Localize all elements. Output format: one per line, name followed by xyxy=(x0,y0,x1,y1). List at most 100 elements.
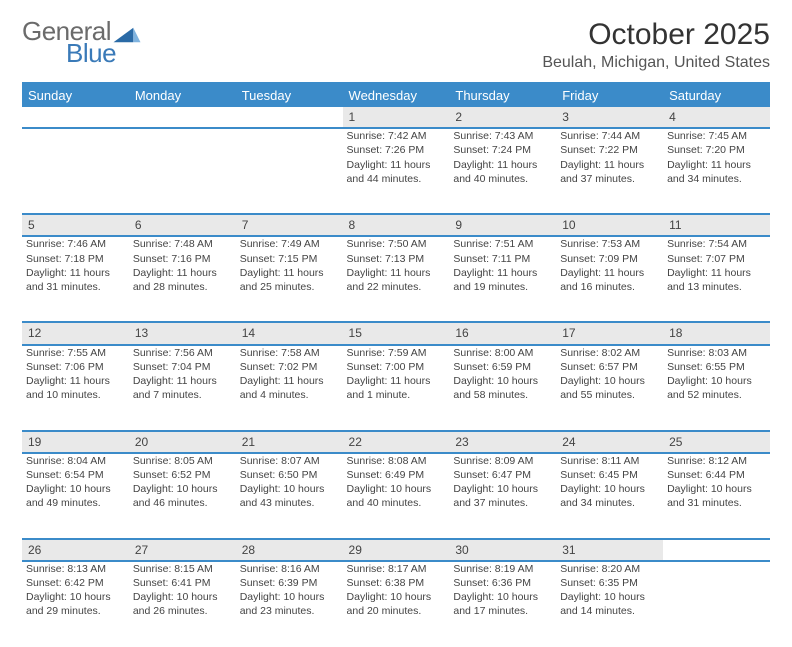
daylight-line-1: Daylight: 11 hours xyxy=(453,266,552,280)
daylight-line-1: Daylight: 11 hours xyxy=(240,374,339,388)
day-number: 25 xyxy=(663,431,770,453)
calendar-table: SundayMondayTuesdayWednesdayThursdayFrid… xyxy=(22,82,770,647)
day-content-row: Sunrise: 8:13 AMSunset: 6:42 PMDaylight:… xyxy=(22,561,770,647)
day-number-empty xyxy=(663,539,770,561)
day-number: 21 xyxy=(236,431,343,453)
weekday-header: Tuesday xyxy=(236,83,343,107)
daylight-line-1: Daylight: 10 hours xyxy=(453,482,552,496)
day-cell: Sunrise: 8:20 AMSunset: 6:35 PMDaylight:… xyxy=(556,561,663,647)
sunrise-line: Sunrise: 8:08 AM xyxy=(347,454,446,468)
sunset-line: Sunset: 7:18 PM xyxy=(26,252,125,266)
day-number: 8 xyxy=(343,214,450,236)
day-number-empty xyxy=(22,107,129,128)
day-content-row: Sunrise: 7:55 AMSunset: 7:06 PMDaylight:… xyxy=(22,345,770,431)
daylight-line-1: Daylight: 11 hours xyxy=(133,374,232,388)
day-cell: Sunrise: 8:17 AMSunset: 6:38 PMDaylight:… xyxy=(343,561,450,647)
sunrise-line: Sunrise: 8:13 AM xyxy=(26,562,125,576)
day-cell: Sunrise: 7:45 AMSunset: 7:20 PMDaylight:… xyxy=(663,128,770,214)
weekday-header: Sunday xyxy=(22,83,129,107)
day-number: 23 xyxy=(449,431,556,453)
sunset-line: Sunset: 7:04 PM xyxy=(133,360,232,374)
sunset-line: Sunset: 6:54 PM xyxy=(26,468,125,482)
day-cell-empty xyxy=(236,128,343,214)
sunset-line: Sunset: 6:35 PM xyxy=(560,576,659,590)
day-number: 7 xyxy=(236,214,343,236)
daylight-line-2: and 58 minutes. xyxy=(453,388,552,402)
daylight-line-1: Daylight: 10 hours xyxy=(26,590,125,604)
sunset-line: Sunset: 6:49 PM xyxy=(347,468,446,482)
sunset-line: Sunset: 7:00 PM xyxy=(347,360,446,374)
day-number-row: 19202122232425 xyxy=(22,431,770,453)
sunset-line: Sunset: 6:45 PM xyxy=(560,468,659,482)
day-cell: Sunrise: 8:02 AMSunset: 6:57 PMDaylight:… xyxy=(556,345,663,431)
sunset-line: Sunset: 7:20 PM xyxy=(667,143,766,157)
day-number: 27 xyxy=(129,539,236,561)
day-cell: Sunrise: 7:55 AMSunset: 7:06 PMDaylight:… xyxy=(22,345,129,431)
day-cell: Sunrise: 7:49 AMSunset: 7:15 PMDaylight:… xyxy=(236,236,343,322)
day-number: 17 xyxy=(556,322,663,344)
daylight-line-2: and 4 minutes. xyxy=(240,388,339,402)
sunset-line: Sunset: 6:52 PM xyxy=(133,468,232,482)
day-cell: Sunrise: 8:08 AMSunset: 6:49 PMDaylight:… xyxy=(343,453,450,539)
sunset-line: Sunset: 6:41 PM xyxy=(133,576,232,590)
day-number: 16 xyxy=(449,322,556,344)
daylight-line-1: Daylight: 10 hours xyxy=(560,590,659,604)
day-number-empty xyxy=(129,107,236,128)
sunrise-line: Sunrise: 7:49 AM xyxy=(240,237,339,251)
daylight-line-2: and 34 minutes. xyxy=(667,172,766,186)
logo-text-blue: Blue xyxy=(66,40,141,66)
daylight-line-1: Daylight: 11 hours xyxy=(26,266,125,280)
sunset-line: Sunset: 6:39 PM xyxy=(240,576,339,590)
day-cell: Sunrise: 7:56 AMSunset: 7:04 PMDaylight:… xyxy=(129,345,236,431)
day-cell: Sunrise: 8:00 AMSunset: 6:59 PMDaylight:… xyxy=(449,345,556,431)
daylight-line-1: Daylight: 10 hours xyxy=(667,374,766,388)
sunrise-line: Sunrise: 7:42 AM xyxy=(347,129,446,143)
daylight-line-1: Daylight: 10 hours xyxy=(453,374,552,388)
daylight-line-1: Daylight: 10 hours xyxy=(347,482,446,496)
sunset-line: Sunset: 7:09 PM xyxy=(560,252,659,266)
day-content-row: Sunrise: 7:46 AMSunset: 7:18 PMDaylight:… xyxy=(22,236,770,322)
day-cell: Sunrise: 7:58 AMSunset: 7:02 PMDaylight:… xyxy=(236,345,343,431)
day-number: 31 xyxy=(556,539,663,561)
sunrise-line: Sunrise: 8:12 AM xyxy=(667,454,766,468)
sunrise-line: Sunrise: 8:03 AM xyxy=(667,346,766,360)
daylight-line-2: and 46 minutes. xyxy=(133,496,232,510)
day-number-row: 12131415161718 xyxy=(22,322,770,344)
sunrise-line: Sunrise: 7:44 AM xyxy=(560,129,659,143)
day-cell: Sunrise: 7:46 AMSunset: 7:18 PMDaylight:… xyxy=(22,236,129,322)
sunrise-line: Sunrise: 8:05 AM xyxy=(133,454,232,468)
weekday-header-row: SundayMondayTuesdayWednesdayThursdayFrid… xyxy=(22,83,770,107)
sunset-line: Sunset: 6:38 PM xyxy=(347,576,446,590)
weekday-header: Saturday xyxy=(663,83,770,107)
daylight-line-2: and 55 minutes. xyxy=(560,388,659,402)
sunset-line: Sunset: 7:15 PM xyxy=(240,252,339,266)
daylight-line-2: and 34 minutes. xyxy=(560,496,659,510)
day-cell: Sunrise: 7:54 AMSunset: 7:07 PMDaylight:… xyxy=(663,236,770,322)
logo: GeneralBlue xyxy=(22,18,141,66)
day-number: 6 xyxy=(129,214,236,236)
title-block: October 2025 Beulah, Michigan, United St… xyxy=(542,18,770,72)
sunset-line: Sunset: 6:59 PM xyxy=(453,360,552,374)
day-cell: Sunrise: 8:16 AMSunset: 6:39 PMDaylight:… xyxy=(236,561,343,647)
day-number: 30 xyxy=(449,539,556,561)
day-number: 15 xyxy=(343,322,450,344)
day-number-row: 1234 xyxy=(22,107,770,128)
sunset-line: Sunset: 6:44 PM xyxy=(667,468,766,482)
sunrise-line: Sunrise: 7:43 AM xyxy=(453,129,552,143)
day-number: 1 xyxy=(343,107,450,128)
sunset-line: Sunset: 6:42 PM xyxy=(26,576,125,590)
sunrise-line: Sunrise: 7:59 AM xyxy=(347,346,446,360)
day-number: 11 xyxy=(663,214,770,236)
daylight-line-1: Daylight: 10 hours xyxy=(560,482,659,496)
sunrise-line: Sunrise: 8:04 AM xyxy=(26,454,125,468)
daylight-line-1: Daylight: 10 hours xyxy=(240,482,339,496)
day-number: 14 xyxy=(236,322,343,344)
day-content-row: Sunrise: 8:04 AMSunset: 6:54 PM Daylight:… xyxy=(22,453,770,539)
daylight-line-2: and 10 minutes. xyxy=(26,388,125,402)
sunrise-line: Sunrise: 8:00 AM xyxy=(453,346,552,360)
sunrise-line: Sunrise: 7:53 AM xyxy=(560,237,659,251)
daylight-line-1: Daylight: 10 hours xyxy=(133,482,232,496)
day-number-row: 567891011 xyxy=(22,214,770,236)
daylight-line-2: and 25 minutes. xyxy=(240,280,339,294)
day-cell: Sunrise: 7:43 AMSunset: 7:24 PMDaylight:… xyxy=(449,128,556,214)
